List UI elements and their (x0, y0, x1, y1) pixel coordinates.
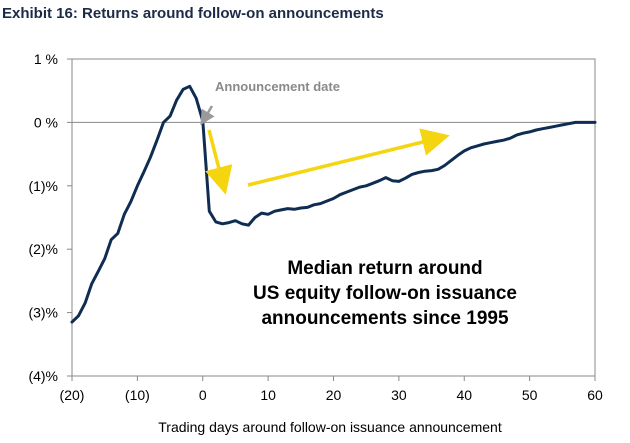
y-tick-label: 0 % (34, 114, 58, 130)
drop-arrow (205, 129, 233, 195)
x-tick-label: (20) (60, 387, 85, 403)
announcement-date-label: Announcement date (215, 79, 340, 94)
x-tick-label: 40 (456, 387, 472, 403)
chart-title: Exhibit 16: Returns around follow-on ann… (2, 5, 384, 22)
x-tick-label: 50 (522, 387, 538, 403)
y-tick-label: (4)% (28, 368, 58, 384)
x-tick-label: 0 (199, 387, 207, 403)
note-line-1: Median return around (287, 258, 482, 279)
series-line (70, 84, 597, 324)
x-tick-label: (10) (125, 387, 150, 403)
note-line-2: US equity follow-on issuance (253, 283, 517, 304)
series-group (70, 84, 597, 324)
y-tick-label: 1 % (34, 51, 58, 67)
y-tick-label: (3)% (28, 305, 58, 321)
x-tick-label: 60 (587, 387, 603, 403)
x-axis-ticks: (20) (10) 0 10 20 30 40 50 60 (60, 376, 603, 403)
y-tick-label: (1)% (28, 178, 58, 194)
announcement-date-arrow (200, 105, 215, 126)
annotations: Announcement date Median return around U… (200, 79, 517, 329)
y-axis-ticks: 1 % 0 % (1)% (2)% (3)% (4)% (28, 51, 72, 384)
x-tick-label: 30 (391, 387, 407, 403)
recovery-arrow (247, 128, 450, 187)
x-tick-label: 20 (326, 387, 342, 403)
y-tick-label: (2)% (28, 241, 58, 257)
note-line-3: announcements since 1995 (261, 308, 509, 329)
x-axis-title: Trading days around follow-on issuance a… (158, 419, 502, 435)
x-tick-label: 10 (260, 387, 276, 403)
